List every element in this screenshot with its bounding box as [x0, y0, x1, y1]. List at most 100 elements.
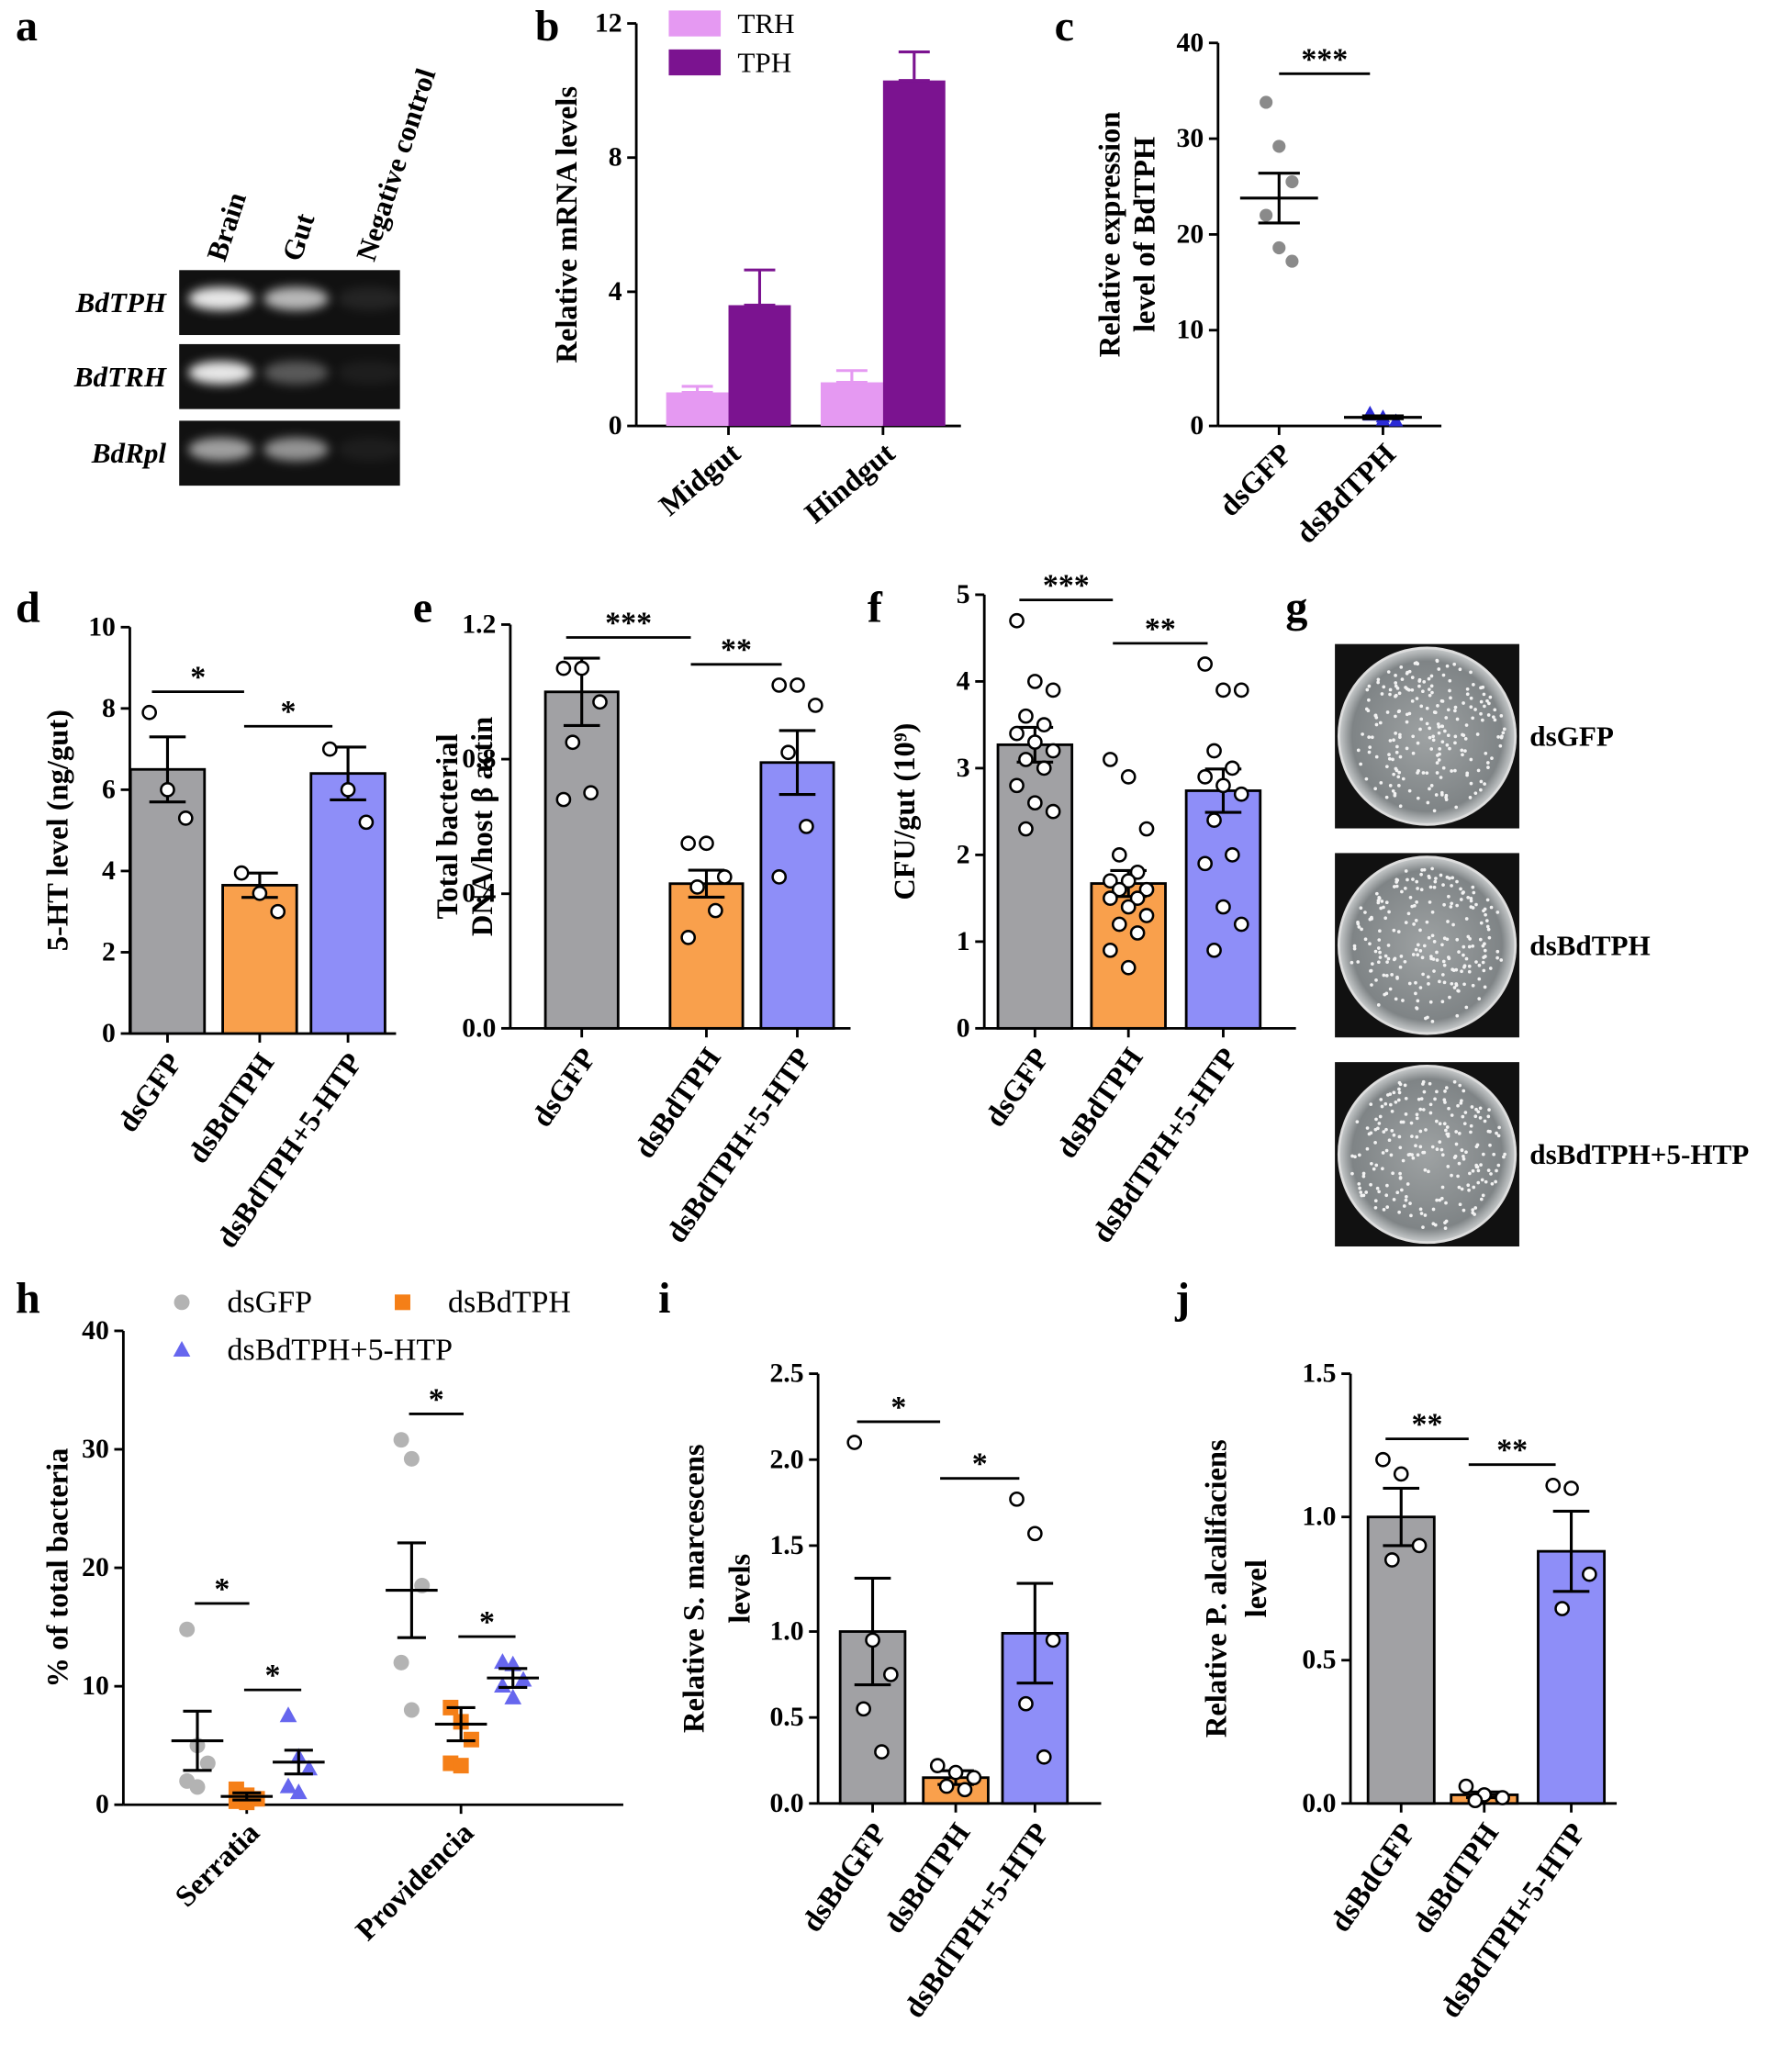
- colony: [1416, 887, 1419, 890]
- colony: [1463, 1111, 1468, 1114]
- x-tick-label: dsBdTPH: [1050, 1043, 1149, 1165]
- colony: [1369, 1102, 1373, 1106]
- colony: [1388, 739, 1393, 743]
- colony: [1430, 866, 1434, 871]
- bar: [668, 882, 745, 1030]
- error-bar: [446, 1705, 476, 1743]
- colony: [1414, 947, 1418, 952]
- point: [279, 1777, 297, 1794]
- colony: [1469, 1123, 1473, 1128]
- colony: [1357, 1181, 1361, 1186]
- colony: [1467, 1188, 1471, 1192]
- colony: [1374, 754, 1379, 759]
- colony: [1453, 768, 1457, 773]
- colony: [1415, 1006, 1418, 1010]
- point: [1045, 743, 1061, 759]
- point: [1036, 1749, 1052, 1765]
- bar: [1537, 1549, 1607, 1805]
- error-bar: [854, 1576, 891, 1687]
- point: [1036, 760, 1052, 777]
- y-tick-label: 0: [957, 1013, 970, 1043]
- colony: [1415, 1112, 1419, 1117]
- y-axis-label: level: [1240, 1559, 1273, 1617]
- colony: [1462, 953, 1465, 957]
- colony: [1479, 921, 1484, 925]
- colony: [1469, 705, 1473, 710]
- colony: [1436, 704, 1439, 708]
- point: [689, 879, 705, 895]
- colony: [1432, 969, 1436, 973]
- colony: [1441, 959, 1446, 964]
- colony: [1379, 906, 1383, 911]
- colony: [1452, 1079, 1457, 1084]
- colony: [1398, 965, 1403, 969]
- colony: [1462, 701, 1465, 705]
- colony: [1412, 922, 1416, 926]
- colony: [1453, 741, 1457, 745]
- colony: [1483, 782, 1486, 786]
- colony: [1393, 791, 1397, 796]
- colony: [1456, 1103, 1460, 1108]
- colony: [1454, 1142, 1459, 1146]
- colony: [1410, 676, 1415, 679]
- significance-label: **: [721, 633, 752, 667]
- colony: [1446, 920, 1450, 923]
- colony: [1405, 720, 1409, 724]
- point: [555, 791, 572, 808]
- colony: [1428, 726, 1432, 731]
- colony: [1429, 684, 1434, 688]
- gene-label: BdTPH: [75, 286, 167, 318]
- colony: [1484, 955, 1487, 958]
- colony: [1350, 960, 1354, 965]
- colony: [1394, 673, 1397, 677]
- y-axis-label: 5-HT level (ng/gut): [42, 710, 75, 951]
- colony: [1416, 943, 1420, 947]
- colony: [1482, 968, 1486, 973]
- colony: [1414, 1144, 1417, 1148]
- colony: [1437, 725, 1441, 729]
- colony: [1447, 955, 1450, 959]
- colony: [1418, 1129, 1423, 1134]
- colony: [1398, 1145, 1403, 1150]
- point: [865, 1632, 880, 1648]
- lane-label: Gut: [275, 209, 321, 265]
- colony: [1385, 960, 1389, 965]
- colony: [1364, 707, 1369, 711]
- plate: [1337, 1064, 1518, 1245]
- legend-marker: [174, 1294, 190, 1311]
- colony: [1352, 946, 1357, 951]
- colony: [1471, 1208, 1475, 1212]
- error-bar: [232, 1791, 262, 1802]
- x-tick-label: dsBdTPH: [182, 1047, 281, 1169]
- y-tick-label: 1.0: [769, 1617, 803, 1647]
- legend-label: dsBdTPH: [448, 1285, 571, 1319]
- colony: [1404, 1112, 1408, 1116]
- colony: [1461, 732, 1464, 737]
- point: [1129, 864, 1146, 880]
- y-tick-label: 0.5: [769, 1703, 803, 1732]
- colony: [1475, 1143, 1480, 1147]
- plate-label: dsBdTPH+5-HTP: [1529, 1138, 1749, 1170]
- colony: [1466, 1183, 1471, 1188]
- colony: [1355, 1120, 1360, 1123]
- colony: [1400, 1188, 1404, 1192]
- colony: [1473, 1114, 1478, 1119]
- point: [1120, 873, 1137, 889]
- y-tick-label: 0: [1190, 411, 1204, 441]
- point: [583, 785, 599, 801]
- y-tick-label: 12: [595, 9, 622, 39]
- colony: [1372, 1167, 1376, 1171]
- colony: [1485, 898, 1490, 902]
- significance-label: *: [479, 1605, 495, 1639]
- colony: [1431, 1207, 1436, 1212]
- colony: [1474, 1165, 1479, 1169]
- colony: [1435, 950, 1439, 955]
- colony: [1483, 985, 1487, 989]
- point: [1197, 656, 1213, 672]
- point: [1009, 612, 1025, 629]
- colony: [1395, 1190, 1400, 1195]
- colony: [1407, 981, 1412, 986]
- colony: [1376, 899, 1381, 902]
- colony: [1462, 890, 1465, 894]
- colony: [1481, 718, 1484, 722]
